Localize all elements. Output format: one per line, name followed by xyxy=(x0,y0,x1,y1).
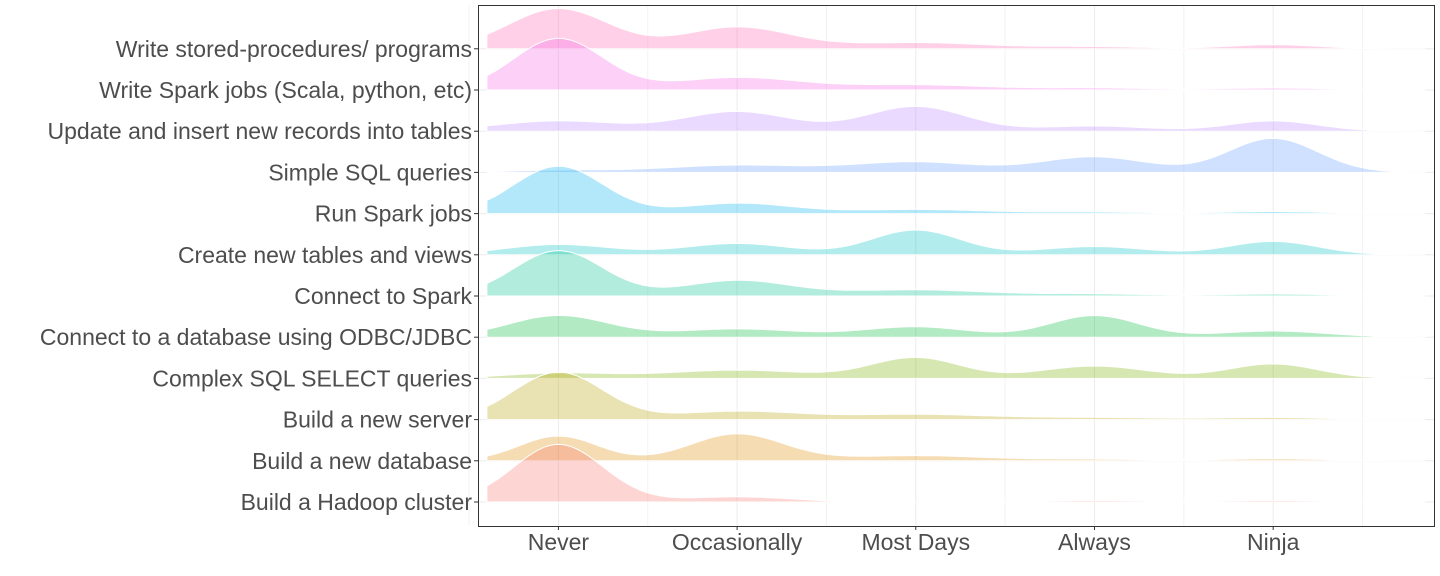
y-axis: Build a Hadoop cluster Build a new databa… xyxy=(40,36,478,515)
x-tick-label: Always xyxy=(1058,529,1131,555)
y-tick-label: Connect to Spark xyxy=(294,283,472,309)
x-tick-label: Ninja xyxy=(1247,529,1300,555)
ridge-areas xyxy=(486,8,1426,503)
ridge-area xyxy=(486,37,1426,91)
y-tick-label: Build a new database xyxy=(252,448,472,474)
ridge-area xyxy=(486,314,1426,338)
y-tick-label: Run Spark jobs xyxy=(315,201,472,227)
ridge-area xyxy=(486,250,1426,297)
y-tick-label: Update and insert new records into table… xyxy=(48,118,472,144)
plot-panel-border xyxy=(478,5,1435,527)
ridge-area xyxy=(486,229,1426,256)
x-axis: Never Occasionally Most Days Always Ninja xyxy=(528,526,1300,555)
ridge-area xyxy=(486,356,1426,379)
y-tick-label: Connect to a database using ODBC/JDBC xyxy=(40,324,472,350)
ridge-area xyxy=(486,371,1426,421)
x-tick-label: Never xyxy=(528,529,590,555)
y-tick-label: Build a new server xyxy=(283,407,473,433)
y-tick-label: Simple SQL queries xyxy=(268,159,472,185)
ridge-area xyxy=(486,105,1426,132)
ridge-area xyxy=(486,8,1426,50)
y-tick-label: Complex SQL SELECT queries xyxy=(152,365,472,391)
ridge-area xyxy=(486,433,1426,462)
y-tick-label: Write Spark jobs (Scala, python, etc) xyxy=(99,77,472,103)
ridge-area xyxy=(486,165,1426,215)
ridge-area xyxy=(486,137,1426,173)
y-tick-label: Build a Hadoop cluster xyxy=(241,489,473,515)
x-tick-label: Occasionally xyxy=(672,529,803,555)
x-tick-label: Most Days xyxy=(861,529,970,555)
y-tick-label: Write stored-procedures/ programs xyxy=(116,36,472,62)
ridge-area xyxy=(486,443,1426,503)
y-tick-label: Create new tables and views xyxy=(178,242,472,268)
